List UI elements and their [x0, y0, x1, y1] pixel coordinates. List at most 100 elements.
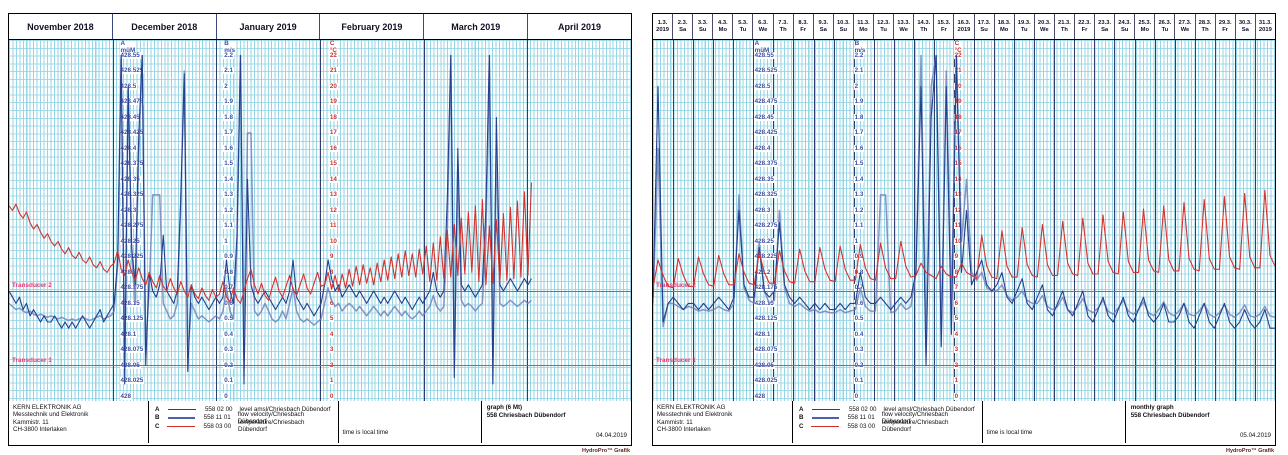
legend-key: B: [154, 414, 160, 422]
day-date-label: 6.3.: [758, 20, 768, 27]
day-boundary-line: [713, 40, 715, 401]
series-558-02-00: [9, 54, 532, 385]
axis-a-tick-label: 428.025: [753, 377, 779, 385]
day-date-label: 22.3.: [1078, 20, 1091, 27]
day-boundary-line: [1074, 40, 1076, 401]
legend-series-name: level amsl/Chriesbach Dübendorf: [239, 405, 331, 413]
axis-b-tick-label: 0.4: [853, 330, 865, 338]
axis-c-header: C °C: [328, 40, 338, 55]
legend-line-sample-a: [811, 408, 840, 411]
axis-b-tick-label: 1.5: [223, 160, 234, 168]
company-name: KERN ELEKTRONIK AG: [13, 404, 82, 411]
transducer-reference-line: [653, 365, 1275, 367]
axis-b-tick-label: 1.9: [223, 98, 234, 106]
axis-a-tick-label: 428.45: [753, 113, 775, 121]
legend-series-name: level amsl/Chriesbach Dübendorf: [883, 405, 975, 413]
transducer-label: Transducer 1: [12, 356, 52, 364]
day-header-cell: 19.3. Tu: [1015, 14, 1035, 39]
day-weekday-label: Fr: [800, 26, 807, 33]
axis-a-tick-label: 428.475: [119, 98, 145, 106]
month-header-cell: December 2018: [113, 14, 217, 39]
axis-b-tick-label: 1.7: [223, 129, 234, 137]
day-boundary-line: [1014, 40, 1016, 401]
graph-title: monthly graph: [1130, 404, 1174, 411]
day-header-cell: 10.3. Su: [834, 14, 854, 39]
legend-line-sample-b: [811, 417, 839, 419]
axis-c-tick-label: 14: [328, 175, 338, 183]
day-boundary-line: [793, 40, 795, 401]
print-date: 04.04.2019: [595, 432, 627, 439]
axis-c-tick-label: 15: [328, 160, 338, 168]
day-weekday-label: Th: [1060, 26, 1068, 33]
day-header-cell: 9.3. Sa: [814, 14, 834, 39]
month-label: December 2018: [131, 21, 198, 32]
axis-a-tick-label: 428: [753, 392, 767, 400]
axis-a-tick-label: 428.3: [119, 206, 138, 214]
day-header-cell: 18.3. Mo: [995, 14, 1015, 39]
axis-b-tick-label: 0.8: [853, 268, 865, 276]
axis-a-tick-label: 428.55: [753, 51, 775, 59]
legend-key: C: [154, 422, 160, 430]
transducer-reference-line: [9, 365, 631, 367]
axis-c-tick-label: 22: [328, 51, 338, 59]
print-date: 05.04.2019: [1239, 432, 1271, 439]
month-header-cell: November 2018: [9, 14, 113, 39]
legend-key: A: [798, 405, 804, 413]
axis-c-tick-label: 8: [953, 268, 960, 276]
day-weekday-label: Mo: [718, 26, 728, 33]
axis-c-tick-label: 4: [328, 330, 335, 338]
day-header-cell: 24.3. Su: [1115, 14, 1136, 39]
day-date-label: 1.3.: [657, 20, 668, 27]
axis-a-tick-label: 428.175: [753, 284, 779, 292]
axis-c-tick-label: 21: [328, 67, 338, 75]
day-boundary-line: [673, 40, 675, 401]
axis-b-tick-label: 1: [853, 237, 860, 245]
day-weekday-label: Su: [1120, 26, 1129, 33]
axis-a-tick-label: 428.55: [119, 51, 141, 59]
footer-0: KERN ELEKTRONIK AG Messtechnik und Elekt…: [9, 401, 631, 443]
legend-row-c: C 558 03 00 temperature/Chriesbach Düben…: [154, 419, 332, 433]
day-weekday-label: Sa: [1241, 26, 1249, 33]
day-date-label: 31.3.: [1258, 20, 1272, 27]
day-weekday-label: Sa: [819, 26, 827, 33]
legend-key: B: [798, 414, 804, 422]
axis-a-tick-label: 428.4: [119, 144, 138, 152]
title-block: graph (6 Mt) 558 Chriesbach Dübendorf 04…: [482, 401, 631, 443]
axis-b-tick-label: 1.3: [223, 191, 234, 199]
axis-b-tick-label: 0.8: [223, 268, 234, 276]
axis-c-tick-label: 12: [328, 206, 338, 214]
time-note-block: time is local time: [983, 401, 1126, 443]
day-boundary-line: [753, 40, 755, 401]
axis-a-tick-label: 428.25: [119, 237, 141, 245]
day-header-cell: 28.3. Th: [1196, 14, 1216, 39]
day-date-label: 14.3.: [917, 20, 931, 27]
day-date-label: 2.3.: [677, 20, 688, 27]
axis-c-tick-label: 21: [953, 67, 963, 75]
legend-row-a: A 558 02 00 level amsl/Chriesbach Dübend…: [799, 405, 976, 414]
day-boundary-line: [1034, 40, 1036, 401]
axis-a-tick-label: 428.3: [753, 206, 772, 214]
graph-subtitle: 558 Chriesbach Dübendorf: [486, 412, 566, 419]
day-header-cell: 14.3. Th: [914, 14, 935, 39]
axis-a-tick-label: 428.175: [119, 284, 145, 292]
monthly-plot-area: A müM 428.55 428.525 428.5 428.475 428.45 428.…: [653, 40, 1275, 401]
series-558-02-00: [653, 54, 1275, 366]
day-header-cell: 5.3. Tu: [733, 14, 754, 39]
month-header-cell: February 2019: [320, 14, 425, 39]
day-boundary-line: [693, 40, 695, 401]
day-weekday-label: Tu: [1161, 26, 1169, 33]
day-date-label: 4.3.: [717, 20, 728, 27]
day-weekday-label: Fr: [1081, 26, 1088, 33]
axis-a-header: A müM: [753, 40, 771, 55]
axis-b-tick-label: 1.4: [223, 175, 234, 183]
axis-a-header: A müM: [119, 40, 137, 55]
day-date-label: 10.3.: [836, 20, 850, 27]
month-header-row: November 2018 December 2018 January 2019 Fe…: [9, 14, 631, 40]
legend-row-c: C 558 03 00 temperature/Chriesbach Düben…: [799, 419, 976, 433]
time-note-block: time is local time: [339, 401, 482, 443]
series-lines: [653, 54, 1275, 366]
series-558-03-00: [653, 189, 1275, 289]
axis-b-tick-label: 2: [853, 82, 860, 90]
day-weekday-label: We: [1040, 26, 1049, 33]
transducer-reference-line: [653, 290, 1275, 292]
